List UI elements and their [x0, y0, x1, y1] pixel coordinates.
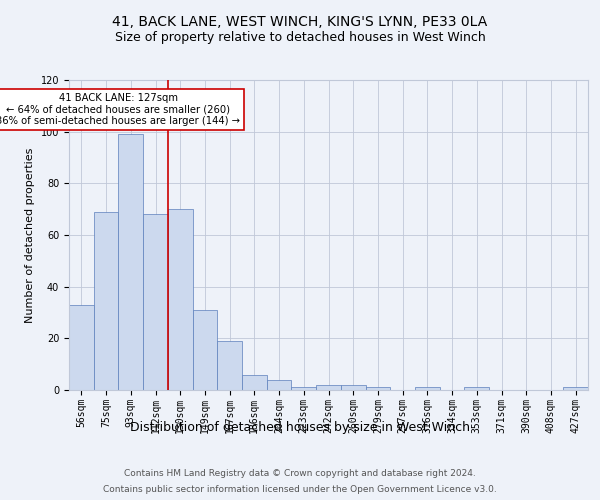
- Bar: [69, 304, 94, 390]
- Bar: [118, 134, 143, 390]
- Bar: [143, 214, 168, 390]
- Y-axis label: Number of detached properties: Number of detached properties: [25, 148, 35, 322]
- Bar: [193, 310, 217, 390]
- Bar: [217, 341, 242, 390]
- Text: Size of property relative to detached houses in West Winch: Size of property relative to detached ho…: [115, 32, 485, 44]
- Bar: [415, 388, 440, 390]
- Bar: [563, 388, 588, 390]
- Bar: [341, 385, 365, 390]
- Bar: [94, 212, 118, 390]
- Bar: [168, 209, 193, 390]
- Text: 41 BACK LANE: 127sqm
← 64% of detached houses are smaller (260)
36% of semi-deta: 41 BACK LANE: 127sqm ← 64% of detached h…: [0, 93, 241, 126]
- Text: Distribution of detached houses by size in West Winch: Distribution of detached houses by size …: [130, 421, 470, 434]
- Bar: [316, 385, 341, 390]
- Text: 41, BACK LANE, WEST WINCH, KING'S LYNN, PE33 0LA: 41, BACK LANE, WEST WINCH, KING'S LYNN, …: [112, 16, 488, 30]
- Bar: [464, 388, 489, 390]
- Text: Contains public sector information licensed under the Open Government Licence v3: Contains public sector information licen…: [103, 484, 497, 494]
- Bar: [292, 388, 316, 390]
- Bar: [267, 380, 292, 390]
- Bar: [365, 388, 390, 390]
- Text: Contains HM Land Registry data © Crown copyright and database right 2024.: Contains HM Land Registry data © Crown c…: [124, 470, 476, 478]
- Bar: [242, 374, 267, 390]
